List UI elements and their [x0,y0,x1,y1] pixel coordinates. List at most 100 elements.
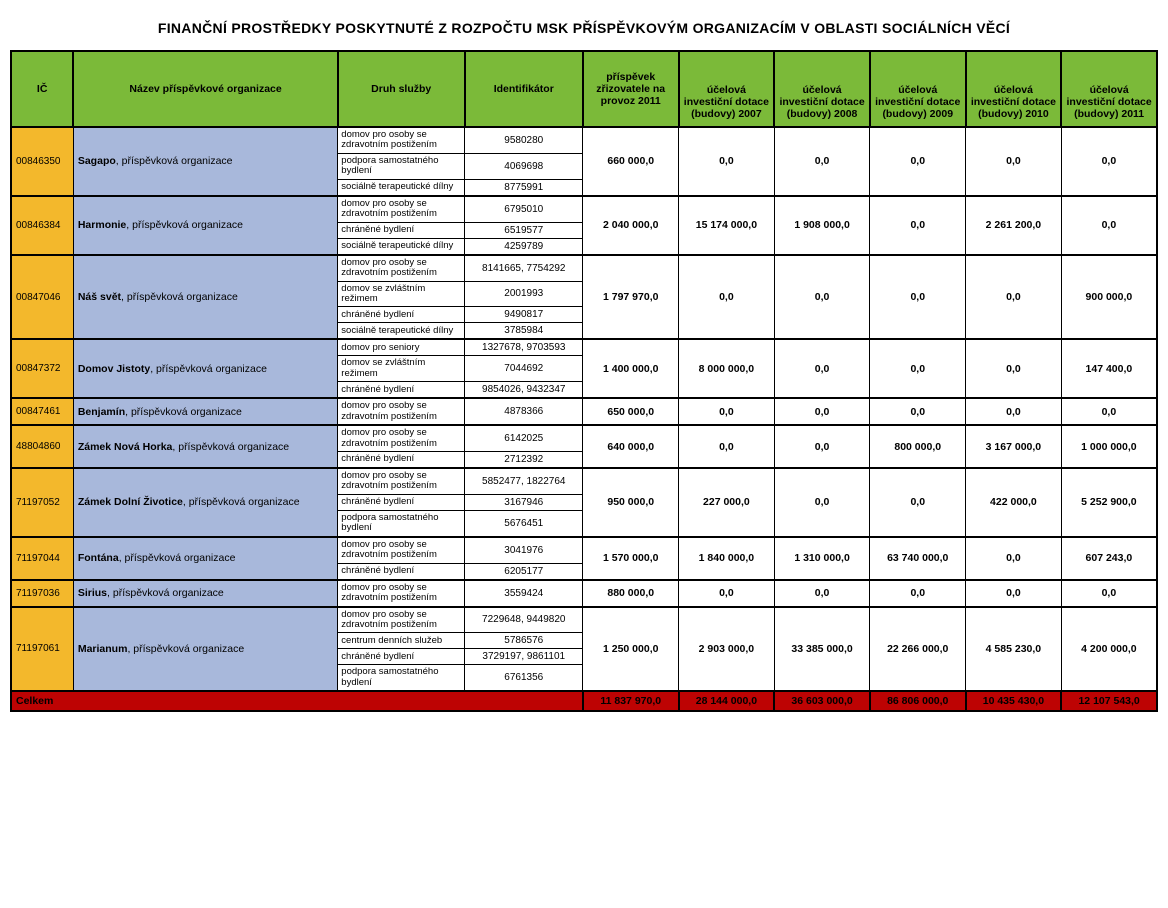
col-c3: účelová investiční dotace (budovy) 2008 [774,51,870,127]
table-row: 71197044Fontána, příspěvková organizaced… [11,537,1157,563]
total-label: Celkem [11,691,583,711]
cell-value: 0,0 [679,398,775,425]
cell-ident: 6519577 [465,222,583,238]
cell-ident: 6205177 [465,563,583,580]
cell-value: 1 400 000,0 [583,339,679,398]
total-value: 12 107 543,0 [1061,691,1157,711]
cell-value: 147 400,0 [1061,339,1157,398]
cell-value: 0,0 [966,339,1062,398]
cell-ic: 00847046 [11,255,73,340]
cell-ic: 00846384 [11,196,73,255]
cell-value: 1 908 000,0 [774,196,870,255]
cell-name: Domov Jistoty, příspěvková organizace [73,339,337,398]
cell-name: Sagapo, příspěvková organizace [73,127,337,196]
cell-ic: 71197036 [11,580,73,607]
table-row: 71197061Marianum, příspěvková organizace… [11,607,1157,633]
table-header-row: IČ Název příspěvkové organizace Druh slu… [11,51,1157,127]
cell-value: 15 174 000,0 [679,196,775,255]
cell-value: 0,0 [966,537,1062,580]
cell-value: 1 797 970,0 [583,255,679,340]
cell-name: Benjamín, příspěvková organizace [73,398,337,425]
col-ident: Identifikátor [465,51,583,127]
cell-ident: 3785984 [465,323,583,340]
cell-name: Sirius, příspěvková organizace [73,580,337,607]
cell-service: chráněné bydlení [338,222,465,238]
cell-value: 0,0 [774,468,870,537]
cell-value: 4 200 000,0 [1061,607,1157,692]
cell-service: domov pro seniory [338,339,465,356]
cell-ic: 71197044 [11,537,73,580]
total-value: 28 144 000,0 [679,691,775,711]
cell-value: 1 840 000,0 [679,537,775,580]
cell-value: 1 000 000,0 [1061,425,1157,468]
cell-ident: 9490817 [465,307,583,323]
cell-value: 800 000,0 [870,425,966,468]
cell-value: 0,0 [679,425,775,468]
cell-value: 2 261 200,0 [966,196,1062,255]
cell-value: 22 266 000,0 [870,607,966,692]
total-value: 86 806 000,0 [870,691,966,711]
cell-value: 33 385 000,0 [774,607,870,692]
cell-value: 0,0 [870,339,966,398]
cell-value: 880 000,0 [583,580,679,607]
cell-ident: 1327678, 9703593 [465,339,583,356]
cell-service: podpora samostatného bydlení [338,510,465,536]
cell-service: sociálně terapeutické dílny [338,179,465,196]
cell-name: Marianum, příspěvková organizace [73,607,337,692]
finance-table: IČ Název příspěvkové organizace Druh slu… [10,50,1158,712]
cell-service: domov pro osoby se zdravotním postižením [338,580,465,607]
cell-value: 0,0 [679,255,775,340]
col-c2: účelová investiční dotace (budovy) 2007 [679,51,775,127]
cell-ident: 8141665, 7754292 [465,255,583,281]
cell-name: Harmonie, příspěvková organizace [73,196,337,255]
cell-service: chráněné bydlení [338,494,465,510]
cell-value: 950 000,0 [583,468,679,537]
cell-value: 650 000,0 [583,398,679,425]
cell-value: 0,0 [870,127,966,196]
cell-value: 0,0 [870,196,966,255]
cell-ident: 3729197, 9861101 [465,649,583,665]
table-row: 00847372Domov Jistoty, příspěvková organ… [11,339,1157,356]
cell-service: domov pro osoby se zdravotním postižením [338,196,465,222]
table-row: 00846350Sagapo, příspěvková organizacedo… [11,127,1157,153]
cell-value: 0,0 [966,255,1062,340]
cell-service: centrum denních služeb [338,633,465,649]
cell-ident: 5676451 [465,510,583,536]
total-value: 10 435 430,0 [966,691,1062,711]
table-row: 00847046Náš svět, příspěvková organizace… [11,255,1157,281]
cell-service: sociálně terapeutické dílny [338,323,465,340]
table-row: 71197036Sirius, příspěvková organizacedo… [11,580,1157,607]
table-row: 00847461Benjamín, příspěvková organizace… [11,398,1157,425]
cell-value: 0,0 [679,580,775,607]
cell-service: domov pro osoby se zdravotním postižením [338,398,465,425]
cell-value: 0,0 [774,580,870,607]
cell-value: 660 000,0 [583,127,679,196]
cell-value: 640 000,0 [583,425,679,468]
col-ic: IČ [11,51,73,127]
cell-ident: 2001993 [465,281,583,307]
cell-value: 2 903 000,0 [679,607,775,692]
cell-service: domov pro osoby se zdravotním postižením [338,425,465,451]
cell-ident: 4069698 [465,153,583,179]
col-name: Název příspěvkové organizace [73,51,337,127]
cell-ident: 5786576 [465,633,583,649]
cell-value: 0,0 [1061,580,1157,607]
cell-service: domov pro osoby se zdravotním postižením [338,127,465,153]
cell-value: 1 570 000,0 [583,537,679,580]
cell-value: 5 252 900,0 [1061,468,1157,537]
cell-ident: 9580280 [465,127,583,153]
cell-value: 0,0 [870,580,966,607]
cell-value: 0,0 [870,468,966,537]
cell-ident: 8775991 [465,179,583,196]
table-row: 48804860Zámek Nová Horka, příspěvková or… [11,425,1157,451]
cell-ident: 9854026, 9432347 [465,382,583,399]
col-service: Druh služby [338,51,465,127]
cell-value: 4 585 230,0 [966,607,1062,692]
cell-value: 0,0 [774,127,870,196]
cell-ident: 7229648, 9449820 [465,607,583,633]
cell-value: 227 000,0 [679,468,775,537]
cell-value: 0,0 [679,127,775,196]
cell-ident: 3041976 [465,537,583,563]
cell-service: domov pro osoby se zdravotním postižením [338,468,465,494]
cell-service: domov pro osoby se zdravotním postižením [338,537,465,563]
